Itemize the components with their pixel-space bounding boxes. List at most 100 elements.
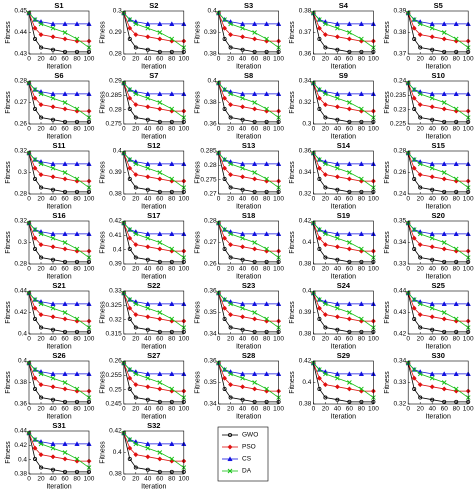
x-tick-label: 80 [453, 406, 461, 413]
x-tick-label: 100 [84, 196, 95, 203]
y-tick-label: 0.4 [18, 358, 27, 365]
plot-area [218, 221, 279, 264]
x-tick-label: 100 [463, 266, 474, 273]
legend-label: CS [242, 456, 252, 463]
y-tick-label: 0.28 [14, 261, 27, 268]
axes-box [313, 360, 374, 405]
y-tick-label: 0.4 [113, 148, 122, 155]
plot-area [313, 221, 374, 264]
chart-title: S25 [432, 281, 445, 290]
x-tick-label: 0 [406, 196, 410, 203]
x-tick-label: 20 [37, 196, 45, 203]
plot-area [123, 431, 184, 474]
x-tick-label: 60 [346, 336, 354, 343]
y-axis-label: Fitness [289, 161, 296, 184]
x-tick-label: 60 [251, 406, 259, 413]
plot-area [408, 81, 469, 124]
axes-box [123, 10, 185, 55]
x-tick-label: 80 [453, 196, 461, 203]
x-tick-label: 80 [73, 126, 81, 133]
axes-box [313, 150, 374, 195]
x-tick-label: 60 [441, 126, 449, 133]
y-tick-label: 0.38 [204, 51, 217, 58]
x-tick-label: 60 [61, 196, 69, 203]
legend-label: GWO [242, 432, 258, 439]
x-tick-label: 100 [178, 476, 189, 483]
y-tick-label: 0.38 [14, 379, 27, 386]
y-tick-label: 0.4 [208, 8, 217, 15]
y-axis-label: Fitness [384, 301, 391, 324]
axes-box [28, 220, 90, 265]
plot-area [408, 291, 469, 334]
axes-box [407, 220, 469, 265]
x-tick-label: 40 [334, 336, 342, 343]
x-tick-label: 0 [312, 56, 316, 63]
chart-title: S4 [339, 1, 349, 10]
x-tick-label: 60 [346, 406, 354, 413]
x-tick-label: 80 [358, 56, 366, 63]
x-tick-label: 20 [417, 266, 425, 273]
axes-box [313, 220, 374, 265]
x-tick-label: 20 [132, 266, 140, 273]
axes-box [123, 220, 185, 265]
y-axis-label: Fitness [100, 21, 107, 44]
x-tick-label: 40 [49, 406, 57, 413]
y-tick-label: 0.35 [394, 218, 407, 225]
y-tick-label: 0.33 [394, 379, 407, 386]
x-tick-label: 20 [417, 406, 425, 413]
x-tick-label: 100 [273, 126, 284, 133]
series-line [121, 220, 187, 260]
x-axis-label: Iteration [331, 273, 356, 280]
y-tick-label: 0.36 [204, 121, 217, 128]
y-tick-label: 0.34 [204, 401, 217, 408]
x-tick-label: 60 [156, 56, 164, 63]
x-tick-label: 60 [156, 406, 164, 413]
y-axis-label: Fitness [194, 161, 201, 184]
plot-area [408, 11, 469, 54]
y-tick-label: 0.42 [14, 309, 27, 316]
y-axis-label: Fitness [100, 441, 107, 464]
x-tick-label: 20 [37, 336, 45, 343]
x-tick-label: 100 [84, 406, 95, 413]
x-tick-label: 0 [122, 266, 126, 273]
chart-title: S14 [337, 141, 351, 150]
x-tick-label: 0 [27, 196, 31, 203]
axes-box [218, 80, 279, 125]
series-line [216, 150, 281, 190]
plot-area [29, 151, 89, 194]
series-line [121, 290, 187, 330]
x-tick-label: 20 [132, 126, 140, 133]
y-axis-label: Fitness [289, 91, 296, 114]
series-line [311, 360, 376, 400]
chart-title: S20 [432, 211, 445, 220]
plot-area [29, 11, 89, 54]
chart-title: S17 [147, 211, 160, 220]
x-tick-label: 0 [406, 126, 410, 133]
series-line [26, 10, 92, 50]
plot-area [408, 361, 469, 404]
x-tick-label: 20 [417, 126, 425, 133]
series-line [311, 220, 376, 260]
x-axis-label: Iteration [331, 343, 356, 350]
y-axis-label: Fitness [384, 161, 391, 184]
x-tick-label: 40 [239, 126, 247, 133]
x-tick-label: 0 [122, 196, 126, 203]
chart-title: S18 [242, 211, 255, 220]
x-tick-label: 20 [132, 196, 140, 203]
y-axis-label: Fitness [384, 91, 391, 114]
y-axis-label: Fitness [100, 371, 107, 394]
x-tick-label: 100 [178, 336, 189, 343]
x-tick-label: 60 [441, 266, 449, 273]
y-tick-label: 0.275 [200, 176, 217, 183]
y-tick-label: 0.36 [299, 148, 312, 155]
x-tick-label: 0 [312, 196, 316, 203]
x-tick-label: 80 [358, 126, 366, 133]
x-tick-label: 80 [73, 56, 81, 63]
x-axis-label: Iteration [46, 133, 71, 140]
x-tick-label: 100 [84, 476, 95, 483]
series-line [26, 80, 92, 120]
x-tick-label: 60 [251, 126, 259, 133]
series-line [311, 150, 376, 190]
y-tick-label: 0.38 [14, 471, 27, 478]
y-tick-label: 0.38 [394, 29, 407, 36]
